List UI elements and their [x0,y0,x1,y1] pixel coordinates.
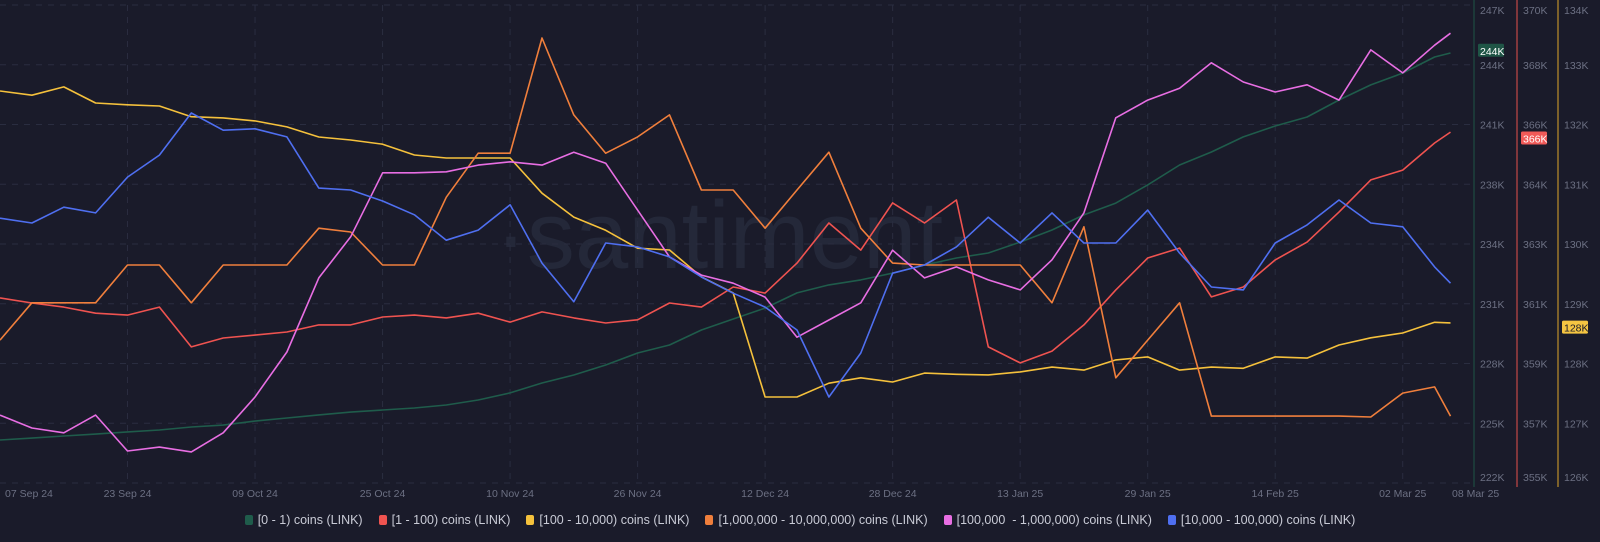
y-tick-label: 134K [1564,5,1589,17]
x-tick-label: 26 Nov 24 [614,488,662,500]
x-tick-label: 28 Dec 24 [869,488,917,500]
last-value-label: 128K [1564,323,1589,335]
y-tick-label: 128K [1564,359,1589,371]
legend-swatch-icon [705,515,714,525]
y-tick-label: 355K [1523,472,1548,484]
y-axes: 247K 244K 241K 238K 234K 231K 228K 225K 222K 244K… [1473,0,1589,487]
legend-item[interactable]: [0 - 1) coins (LINK) [244,513,363,527]
y-tick-label: 366K [1523,120,1548,132]
last-value-badge [1478,43,1504,57]
series-lines [0,32,1452,453]
x-axis: 07 Sep 24 23 Sep 24 09 Oct 24 25 Oct 24 10 N… [5,488,1499,500]
y-tick-label: 132K [1564,120,1589,132]
x-tick-label: 10 Nov 24 [486,488,534,500]
x-tick-label: 12 Dec 24 [741,488,789,500]
y-tick-label: 130K [1564,239,1589,251]
legend-swatch-icon [1167,515,1176,525]
legend-swatch-icon [526,515,535,525]
y-tick-label: 238K [1480,179,1505,191]
y-tick-label: 131K [1564,179,1589,191]
y-tick-label: 225K [1480,418,1505,430]
y-tick-label: 364K [1523,179,1548,191]
series-line-0 [0,52,1451,441]
y-tick-label: 126K [1564,472,1589,484]
gridlines [0,4,1470,484]
legend-item[interactable]: [1 - 100) coins (LINK) [378,513,511,527]
legend-label: [1 - 100) coins (LINK) [391,513,511,527]
y-tick-label: 247K [1480,5,1505,17]
legend-swatch-icon [378,515,387,525]
y-tick-label: 241K [1480,120,1505,132]
series-line-4 [0,32,1451,453]
legend: [0 - 1) coins (LINK) [1 - 100) coins (LIN… [0,513,1600,527]
x-tick-label: 23 Sep 24 [104,488,152,500]
legend-label: [100 - 10,000) coins (LINK) [539,513,690,527]
legend-swatch-icon [244,515,253,525]
y-tick-label: 127K [1564,418,1589,430]
legend-label: [0 - 1) coins (LINK) [257,513,363,527]
x-tick-label: 02 Mar 25 [1379,488,1426,500]
legend-item[interactable]: [100 - 10,000) coins (LINK) [526,513,689,527]
y-tick-label: 357K [1523,418,1548,430]
y-tick-label: 231K [1480,299,1505,311]
x-tick-label: 08 Mar 25 [1452,488,1499,500]
series-line-5 [0,112,1452,398]
x-tick-label: 29 Jan 25 [1125,488,1171,500]
y-tick-label: 228K [1480,359,1505,371]
y-tick-label: 359K [1523,359,1548,371]
x-tick-label: 14 Feb 25 [1252,488,1299,500]
y-tick-label: 133K [1564,60,1589,72]
y-tick-label: 368K [1523,60,1548,72]
y-tick-label: 222K [1480,472,1505,484]
legend-label: [1,000,000 - 10,000,000) coins (LINK) [718,513,928,527]
last-value-badge [1521,131,1547,145]
series-line-3 [0,37,1452,418]
legend-label: [100,000 - 1,000,000) coins (LINK) [956,513,1152,527]
y-tick-label: 244K [1480,60,1505,72]
y-tick-label: 129K [1564,299,1589,311]
legend-label: [10,000 - 100,000) coins (LINK) [1180,513,1356,527]
series-line-1 [0,131,1451,364]
last-value-badge [1562,320,1588,334]
santiment-watermark: ·santiment· [495,182,975,289]
legend-item[interactable]: [100,000 - 1,000,000) coins (LINK) [943,513,1152,527]
legend-swatch-icon [943,515,952,525]
legend-item[interactable]: [10,000 - 100,000) coins (LINK) [1167,513,1356,527]
y-tick-label: 370K [1523,5,1548,17]
y-tick-label: 363K [1523,239,1548,251]
x-tick-label: 25 Oct 24 [360,488,406,500]
x-tick-label: 09 Oct 24 [232,488,278,500]
legend-item[interactable]: [1,000,000 - 10,000,000) coins (LINK) [705,513,928,527]
y-tick-label: 234K [1480,239,1505,251]
x-tick-label: 13 Jan 25 [997,488,1043,500]
last-value-label: 366K [1523,134,1548,146]
y-tick-label: 361K [1523,299,1548,311]
last-value-label: 244K [1480,46,1505,58]
x-tick-label: 07 Sep 24 [5,488,53,500]
